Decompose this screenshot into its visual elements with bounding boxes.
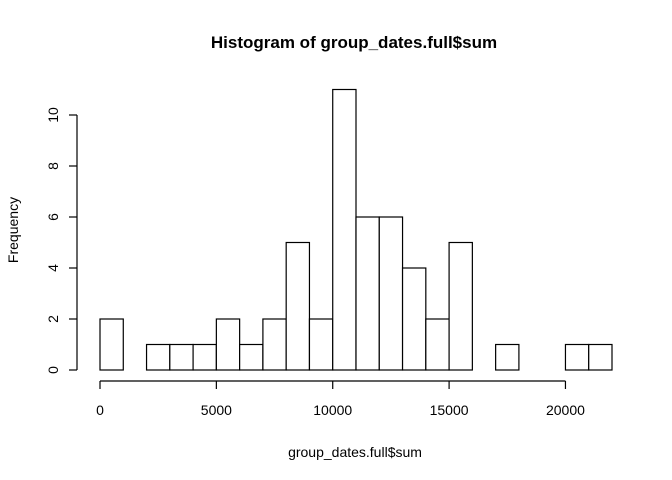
histogram-bar (145, 343, 171, 371)
histogram-bar (262, 318, 287, 371)
histogram-bar (495, 343, 520, 371)
y-tick-label: 6 (45, 213, 61, 221)
histogram-bar (588, 343, 613, 371)
bars-group (99, 88, 613, 371)
histogram-bar (192, 343, 217, 371)
x-tick-label: 15000 (430, 402, 469, 418)
histogram-bar (564, 343, 590, 371)
y-tick-label: 0 (45, 366, 61, 374)
y-tick-label: 4 (45, 264, 61, 272)
histogram-bar (332, 88, 357, 371)
y-axis-label: Frequency (5, 197, 21, 263)
chart-title: Histogram of group_dates.full$sum (211, 33, 497, 52)
histogram-bar (169, 343, 194, 371)
histogram-bar (308, 318, 334, 371)
histogram-bar (239, 343, 264, 371)
histogram-bar (355, 216, 380, 371)
histogram-bar (425, 318, 450, 371)
x-axis-label: group_dates.full$sum (288, 444, 422, 460)
x-tick-label: 0 (96, 402, 104, 418)
histogram-bar (285, 241, 311, 371)
x-tick-label: 20000 (546, 402, 585, 418)
x-axis: 0 5000 10000 15000 20000 (96, 380, 585, 418)
histogram-bar (448, 241, 473, 371)
x-tick-label: 10000 (313, 402, 352, 418)
x-tick-label: 5000 (201, 402, 232, 418)
y-axis: 0 2 4 6 8 10 (45, 107, 78, 374)
histogram-bar (99, 318, 124, 371)
histogram-bar (401, 267, 427, 371)
histogram-bar (378, 216, 404, 371)
y-tick-label: 8 (45, 162, 61, 170)
histogram-bar (215, 318, 241, 371)
y-tick-label: 2 (45, 315, 61, 323)
y-tick-label: 10 (45, 107, 61, 123)
